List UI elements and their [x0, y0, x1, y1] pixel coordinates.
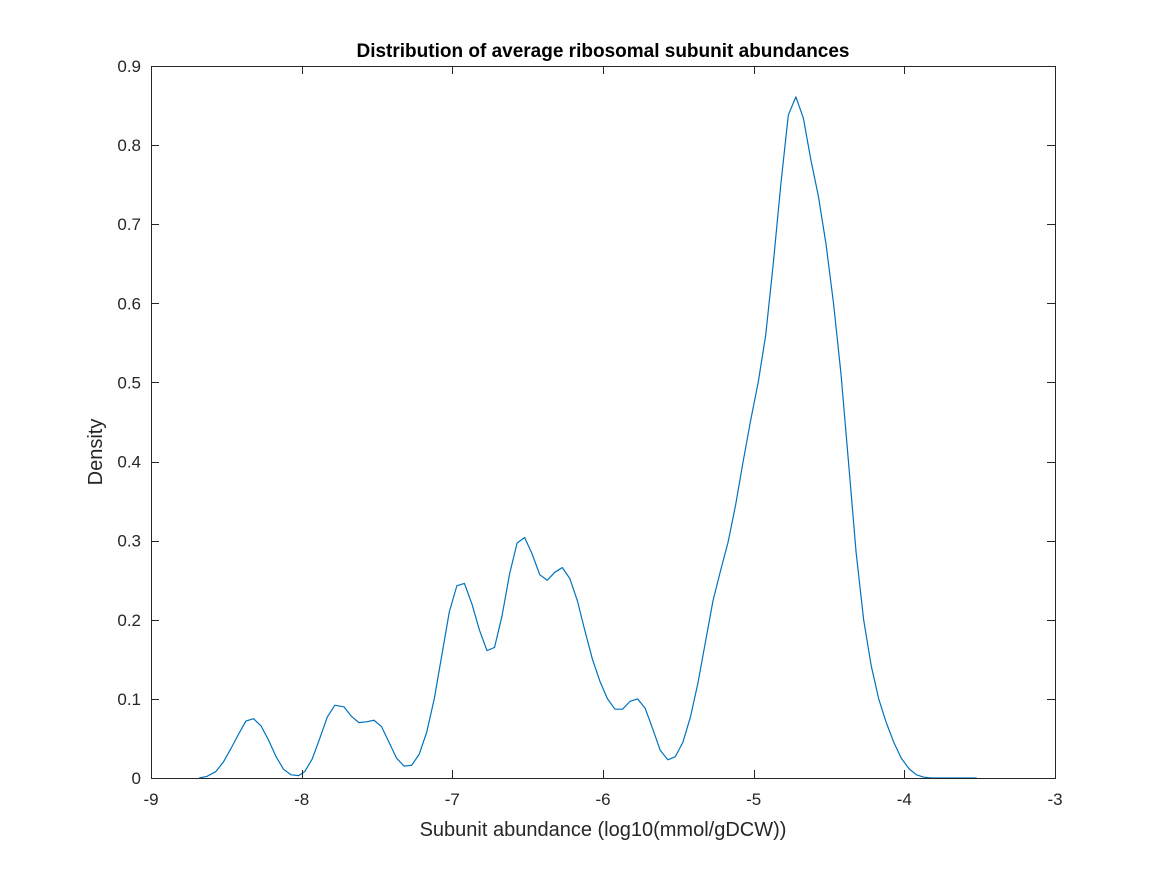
plot-area [151, 66, 1055, 778]
y-tick-label: 0.3 [117, 532, 141, 551]
y-axis-label: Density [85, 419, 107, 486]
y-tick-label: 0.8 [117, 136, 141, 155]
y-tick-label: 0.6 [117, 294, 141, 313]
x-tick-label: -8 [294, 790, 309, 809]
y-tick-label: 0 [132, 769, 141, 788]
density-curve [199, 96, 977, 779]
x-tick-label: -3 [1047, 790, 1062, 809]
x-tick-label: -7 [445, 790, 460, 809]
axes-frame [151, 66, 1056, 779]
y-tick-label: 0.7 [117, 215, 141, 234]
y-tick-label: 0.9 [117, 57, 141, 76]
y-tick-label: 0.5 [117, 373, 141, 392]
y-tick-labels: 0 0.1 0.2 0.3 0.4 0.5 0.6 0.7 0.8 0.9 [117, 57, 141, 788]
x-tick-labels: -9 -8 -7 -6 -5 -4 -3 [143, 790, 1062, 809]
x-tick-label: -9 [143, 790, 158, 809]
y-tick-label: 0.1 [117, 690, 141, 709]
x-tick-label: -5 [746, 790, 761, 809]
y-tick-label: 0.2 [117, 611, 141, 630]
chart-title: Distribution of average ribosomal subuni… [356, 41, 849, 62]
x-tick-label: -6 [595, 790, 610, 809]
y-tick-label: 0.4 [117, 453, 141, 472]
x-axis-label: Subunit abundance (log10(mmol/gDCW)) [420, 819, 787, 841]
x-tick-label: -4 [897, 790, 912, 809]
